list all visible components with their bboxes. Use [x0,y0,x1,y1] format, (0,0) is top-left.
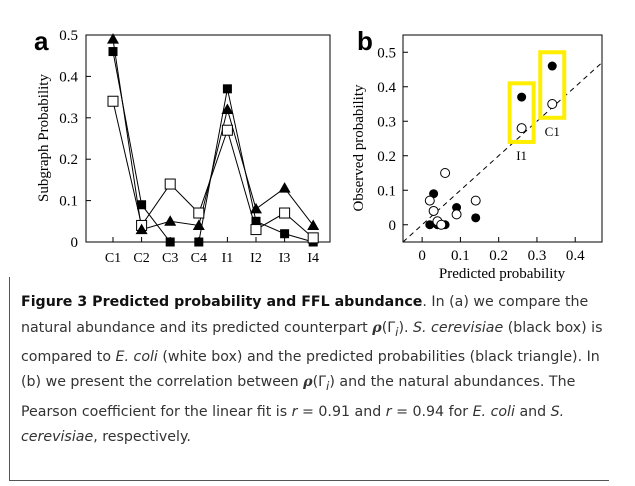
panel-a-marker-open-square [250,224,262,236]
panel-b-point-open [547,99,558,109]
panel-a-marker-filled-triangle [307,219,320,230]
panel-b-x-tick-label: 0.4 [566,248,585,264]
panel-a-marker-filled-square [165,237,175,247]
panel-b-point-open [428,205,439,216]
panel-a-marker-filled-square [108,47,118,57]
panel-a-marker-filled-triangle [192,219,205,230]
panel-b-highlight-box-c1 [538,50,567,120]
panel-a-marker-filled-triangle [250,202,262,214]
panel-b-point-open [424,195,435,206]
panel-b-x-axis-label: Predicted probability [439,266,566,282]
panel-b-y-tick-label: 0.1 [377,183,396,199]
panel-a-y-tick-label: 0 [71,235,79,251]
panel-a-x-tick-label: C3 [162,251,178,266]
panel-a-marker-open-square [164,178,176,190]
panel-a-y-tick-label: 0.2 [59,152,78,168]
panel-b-annotation-i1: I1 [516,148,527,163]
panel-b-x-tick-label: 0.2 [489,248,508,264]
panel-a-y-tick-label: 0.3 [59,111,78,127]
caption-bottom-border [9,480,609,481]
panel-a-plot-frame [85,34,331,243]
panel-a-marker-filled-square [194,237,204,247]
panel-b-x-tick-label: 0.3 [528,248,547,264]
panel-b-letter: b [357,26,373,56]
panel-b-plot-frame [402,34,603,243]
panel-a-marker-open-square [279,207,291,219]
panel-a-marker-filled-triangle [221,103,234,115]
panel-b-point-open [436,219,447,230]
panel-a-marker-open-square [107,95,119,107]
panel-a-x-tick-label: I4 [307,251,319,266]
panel-b-point-filled [547,61,557,71]
caption-left-border [9,277,10,481]
panel-b-point-open [440,168,451,178]
panel-a-x-tick-label: C4 [191,251,207,266]
panel-b-y-tick-label: 0 [389,218,397,234]
panel-a-y-tick-label: 0.1 [59,194,78,210]
panel-a-marker-filled-triangle [164,215,177,226]
panel-a-x-tick-label: I3 [279,251,291,266]
panel-b-point-filled [452,203,462,212]
panel-b-point-open [516,123,527,134]
panel-b-point-filled [517,92,527,102]
panel-b-y-tick-label: 0.4 [377,80,396,96]
panel-a-y-axis-label: Subgraph Probability [36,74,52,202]
panel-a-marker-filled-square [251,216,261,226]
panel-b-annotation-c1: C1 [545,124,560,139]
panel-a-letter: a [34,26,49,56]
panel-b-point-filled [471,213,481,223]
panel-a-x-tick-label: C2 [133,251,149,266]
panel-a-marker-filled-square [137,200,147,210]
panel-a-x-tick-label: C1 [105,251,121,266]
panel-a-marker-filled-triangle [135,223,148,235]
panel-b-x-tick-label: 0.1 [451,248,470,264]
panel-a-marker-filled-triangle [278,182,291,193]
panel-b-y-tick-label: 0.5 [377,45,396,61]
panel-b-y-tick-label: 0.3 [377,114,396,130]
panel-b-scatter-chart: Observed probability Predicted probabili… [351,34,603,282]
caption-title: Figure 3 Predicted probability and FFL a… [21,294,423,310]
panel-a-marker-open-square [193,207,205,219]
panel-a-y-tick-label: 0.5 [59,28,78,44]
panel-a-marker-open-square [221,124,233,136]
panel-a-marker-filled-square [280,229,290,239]
panel-b-x-tick-label: 0 [418,248,426,264]
panel-b-highlight-box-i1 [507,81,536,144]
panel-a-x-tick-label: I1 [222,251,234,266]
panel-a-marker-filled-square [222,84,232,94]
panel-b-y-tick-label: 0.2 [377,149,396,165]
panel-b-point-filled [425,220,435,230]
panel-a-line-chart: Subgraph Probability 0 0.1 0.2 0.3 0.4 0.5 C1 C… [36,28,331,266]
panel-b-y-axis-label: Observed probability [351,84,367,212]
panel-a-marker-open-square [307,232,319,244]
panel-a-x-tick-label: I2 [250,251,262,266]
figure-caption: Figure 3 Predicted probability and FFL a… [21,294,603,446]
panel-b-point-open [470,195,481,206]
panel-a-marker-filled-triangle [107,33,119,44]
panel-a-y-tick-label: 0.4 [59,69,78,85]
panel-b-point-open [451,209,462,220]
